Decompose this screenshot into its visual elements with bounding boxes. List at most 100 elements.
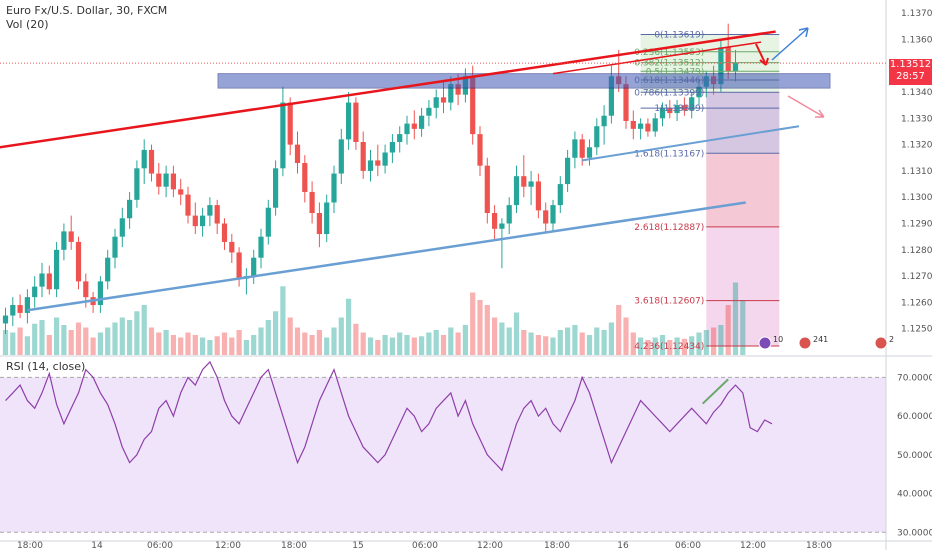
candle-body <box>331 173 337 203</box>
candle-body <box>163 173 169 187</box>
rsi-tick-label: 30.0000 <box>897 528 932 538</box>
candle-body <box>302 163 308 192</box>
candle-body <box>32 286 38 298</box>
candle-body <box>170 173 176 190</box>
rsi-tick-label: 70.0000 <box>897 373 932 383</box>
price-tick-label: 1.12500 <box>901 325 932 335</box>
candle-body <box>586 147 593 158</box>
volume-bar <box>90 337 96 355</box>
volume-bar <box>535 335 541 355</box>
volume-bar <box>689 336 695 355</box>
volume-bar <box>652 337 658 355</box>
event-icon <box>798 336 812 350</box>
volume-bar <box>455 332 461 355</box>
candle-body <box>433 97 439 108</box>
candle-body <box>39 273 45 287</box>
price-tick-label: 1.12600 <box>901 298 932 308</box>
time-tick-label: 15 <box>352 541 363 550</box>
time-tick-label: 14 <box>91 541 103 550</box>
volume-bar <box>214 336 220 355</box>
volume-bar <box>492 317 498 355</box>
bar-countdown: 28:57 <box>896 71 925 82</box>
volume-bar <box>105 327 111 355</box>
candle-body <box>550 205 556 224</box>
candle-body <box>316 213 322 235</box>
volume-bar <box>711 327 717 355</box>
candle-body <box>236 252 242 279</box>
volume-bar <box>696 332 702 355</box>
candle-body <box>97 281 103 306</box>
fib-1618-zone <box>706 92 780 154</box>
time-tick-label: 18:00 <box>806 541 832 550</box>
event-icon <box>874 336 888 350</box>
volume-bar <box>302 332 308 355</box>
candle-body <box>521 176 527 187</box>
volume-bar <box>207 340 213 355</box>
time-tick-label: 12:00 <box>740 541 766 550</box>
candle-body <box>251 257 257 277</box>
candle-body <box>652 118 658 132</box>
last-price: 1.13512 <box>889 59 932 70</box>
volume-bar <box>411 337 417 355</box>
volume-bar <box>579 332 585 355</box>
volume-label: Vol (20) <box>6 18 49 31</box>
time-tick-label: 06:00 <box>675 541 701 550</box>
candle-body <box>273 168 279 208</box>
volume-bar <box>426 332 432 355</box>
price-tick-label: 1.13700 <box>901 9 932 19</box>
candle-body <box>17 305 23 313</box>
volume-bar <box>506 327 512 355</box>
volume-bar <box>112 322 118 355</box>
candle-body <box>54 249 60 290</box>
candle-body <box>353 102 359 142</box>
volume-bar <box>528 332 534 355</box>
event-icon <box>758 336 772 350</box>
candle-body <box>75 241 82 282</box>
supply-zone <box>217 73 831 89</box>
volume-bar <box>477 300 483 355</box>
fib-level-label: 0(1.13619) <box>654 30 704 40</box>
volume-bar <box>419 336 425 355</box>
candle-body <box>543 210 549 224</box>
rsi-tick-label: 60.0000 <box>897 412 932 422</box>
candle-body <box>61 231 67 250</box>
candle-body <box>725 47 731 71</box>
resistance-trendline <box>0 30 776 149</box>
volume-bar <box>192 335 198 355</box>
volume-bar <box>594 327 600 355</box>
volume-bar <box>367 337 374 355</box>
pullback-arrow <box>755 43 769 66</box>
volume-bar <box>141 305 147 355</box>
candle-body <box>645 123 651 132</box>
volume-bar <box>170 335 176 355</box>
price-tick-label: 1.12900 <box>901 220 932 230</box>
candle-body <box>127 199 133 219</box>
volume-bar <box>360 332 366 355</box>
fib-level-label: 4.236(1.12434) <box>634 342 704 352</box>
candle-body <box>484 165 490 213</box>
candle-body <box>200 215 206 227</box>
candle-body <box>112 236 118 258</box>
fib-level-label: 0.786(1.13399) <box>634 88 704 98</box>
symbol-title: Euro Fx/U.S. Dollar, 30, FXCM <box>6 4 168 17</box>
volume-bar <box>32 323 38 355</box>
candle-body <box>674 105 680 114</box>
candle-body <box>141 149 147 169</box>
candle-body <box>192 215 198 227</box>
volume-bar <box>674 337 680 355</box>
volume-bar <box>499 322 505 355</box>
volume-bar <box>557 330 563 355</box>
rsi-band <box>0 377 886 533</box>
candle-body <box>360 142 366 171</box>
volume-bar <box>265 320 271 355</box>
candle-body <box>419 115 425 129</box>
time-tick-label: 18:00 <box>17 541 43 550</box>
candle-body <box>404 123 410 135</box>
volume-bar <box>521 330 527 355</box>
price-tick-label: 1.12700 <box>901 272 932 282</box>
event-badge: 241 <box>813 335 828 344</box>
bullish-projection-arrow <box>771 27 809 61</box>
price-tick-label: 1.13600 <box>901 35 932 45</box>
volume-bar <box>433 330 439 355</box>
